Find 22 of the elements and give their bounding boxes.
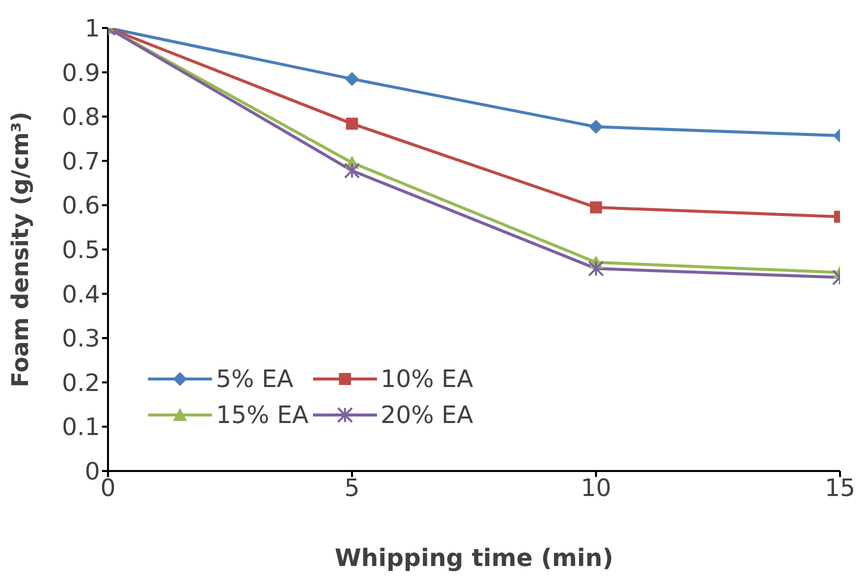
x-tick-label: 5 [344,474,360,502]
y-tick-label: 0.3 [62,324,100,353]
legend-label: 15% EA [216,401,309,429]
legend-label: 10% EA [380,365,474,393]
legend-label: 5% EA [216,365,294,393]
y-tick-label: 1 [84,14,100,43]
x-tick-label: 10 [580,474,612,502]
y-tick-label: 0.7 [62,147,100,176]
legend-label: 20% EA [380,401,474,429]
y-tick-label: 0.4 [62,280,100,308]
y-tick-label: 0.9 [62,58,100,87]
y-tick-label: 0.6 [62,192,100,220]
y-tick-label: 0.2 [62,368,100,397]
y-tick-label: 0.8 [62,103,100,132]
y-tick-label: 0.5 [62,236,100,264]
y-axis-title: Foam density (g/cm³) [8,112,34,388]
point [344,162,360,179]
x-axis-title: Whipping time (min) [334,544,614,572]
x-tick-label: 15 [824,474,856,502]
y-tick-label: 0.1 [62,413,100,442]
point [345,72,359,86]
point [346,118,358,130]
